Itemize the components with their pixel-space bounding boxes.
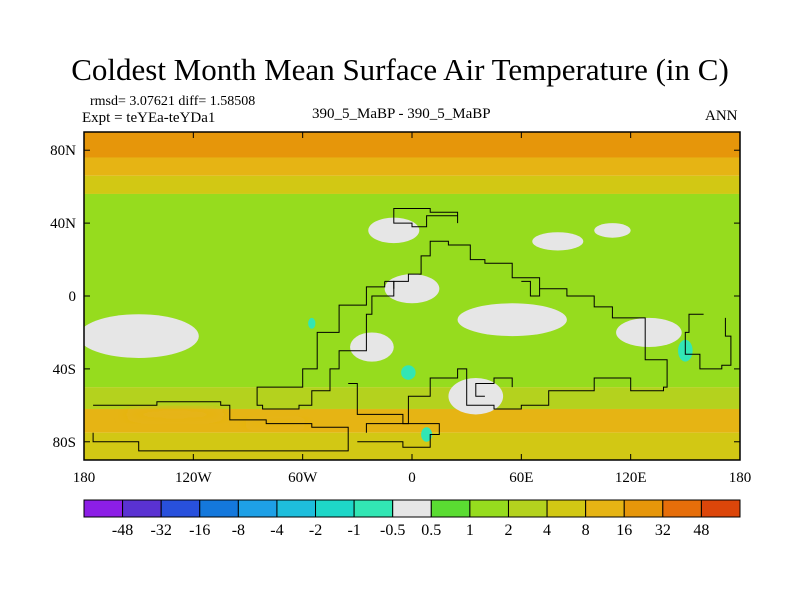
colorbar-label: 8 bbox=[582, 522, 590, 539]
colorbar-label: 48 bbox=[693, 522, 709, 539]
coastline-1 bbox=[256, 280, 395, 410]
colorbar-swatch-9 bbox=[430, 499, 471, 518]
coastline-4 bbox=[92, 401, 349, 452]
colorbar-swatch-12 bbox=[546, 499, 587, 518]
colorbar-swatch-13 bbox=[585, 499, 625, 518]
colorbar-swatch-1 bbox=[122, 499, 162, 518]
y-tick-label: 40S bbox=[53, 362, 76, 378]
coastline-6 bbox=[475, 377, 513, 397]
near-zero-region-4 bbox=[616, 317, 682, 348]
colorbar-swatch-5 bbox=[276, 499, 317, 518]
rmsd-diff-stats: rmsd= 3.07621 diff= 1.58508 bbox=[90, 94, 256, 109]
colorbar-swatch-15 bbox=[662, 499, 702, 518]
experiment-label: Expt = teYEa-teYDa1 bbox=[82, 110, 216, 126]
y-tick-label: 0 bbox=[69, 289, 77, 305]
near-zero-region-3 bbox=[457, 303, 567, 337]
colorbar-swatch-10 bbox=[469, 499, 509, 518]
near-zero-region-1 bbox=[368, 217, 420, 244]
colorbar-label: 4 bbox=[543, 522, 551, 539]
colorbar-swatch-4 bbox=[237, 499, 278, 518]
x-tick-label: 0 bbox=[408, 470, 416, 486]
colorbar-label: -1 bbox=[347, 522, 360, 539]
colorbar-label: 16 bbox=[616, 522, 632, 539]
near-zero-region-0 bbox=[84, 314, 199, 358]
colorbar-label: -8 bbox=[232, 522, 245, 539]
x-tick-label: 180 bbox=[73, 470, 96, 486]
y-tick-label: 80S bbox=[53, 435, 76, 451]
colorbar-label: -4 bbox=[270, 522, 283, 539]
colorbar-swatch-8 bbox=[392, 499, 432, 518]
y-tick-label: 80N bbox=[50, 143, 76, 159]
colorbar-swatch-14 bbox=[623, 499, 664, 518]
x-tick-label: 60E bbox=[509, 470, 533, 486]
latitude-band-5 bbox=[84, 408, 740, 433]
colorbar-label: -2 bbox=[309, 522, 322, 539]
near-zero-region-6 bbox=[594, 223, 631, 238]
colorbar-swatch-16 bbox=[700, 499, 741, 518]
latitude-band-2 bbox=[84, 175, 740, 194]
coastline-3 bbox=[684, 313, 732, 370]
x-tick-label: 120E bbox=[615, 470, 647, 486]
colorbar-label: -48 bbox=[112, 522, 133, 539]
colorbar-swatch-3 bbox=[199, 499, 239, 518]
season-label: ANN bbox=[705, 108, 738, 124]
latitude-band-4 bbox=[84, 387, 740, 409]
colorbar-label: 2 bbox=[504, 522, 512, 539]
coastline-5 bbox=[357, 423, 440, 448]
cooling-anomaly-region-2 bbox=[308, 317, 316, 329]
colorbar-label: -32 bbox=[151, 522, 172, 539]
cooling-anomaly-region-1 bbox=[401, 365, 416, 380]
colorbar-swatch-2 bbox=[160, 499, 201, 518]
near-zero-region-5 bbox=[532, 232, 584, 251]
near-zero-region-8 bbox=[350, 332, 394, 362]
x-tick-label: 180 bbox=[729, 470, 752, 486]
chart-subtitle: 390_5_MaBP - 390_5_MaBP bbox=[312, 106, 491, 122]
cooling-anomaly-region-3 bbox=[421, 427, 433, 442]
warm-anomaly-region-0 bbox=[124, 407, 227, 422]
coastline-2 bbox=[348, 240, 668, 425]
x-tick-label: 120W bbox=[175, 470, 213, 486]
y-tick-label: 40N bbox=[50, 216, 76, 232]
colorbar-label: 1 bbox=[466, 522, 474, 539]
colorbar-label: -0.5 bbox=[380, 522, 405, 539]
chart-title: Coldest Month Mean Surface Air Temperatu… bbox=[71, 52, 729, 87]
latitude-band-1 bbox=[84, 157, 740, 176]
near-zero-region-2 bbox=[384, 274, 440, 304]
coastline-7 bbox=[521, 280, 541, 297]
x-tick-label: 60W bbox=[288, 470, 318, 486]
colorbar-swatch-11 bbox=[507, 499, 548, 518]
colorbar-label: -16 bbox=[189, 522, 210, 539]
colorbar-swatch-0 bbox=[83, 499, 124, 518]
coastline-0 bbox=[393, 208, 459, 228]
colorbar-label: 32 bbox=[655, 522, 671, 539]
colorbar-swatch-6 bbox=[315, 499, 355, 518]
colorbar-swatch-7 bbox=[353, 499, 394, 518]
colorbar-label: 0.5 bbox=[421, 522, 441, 539]
